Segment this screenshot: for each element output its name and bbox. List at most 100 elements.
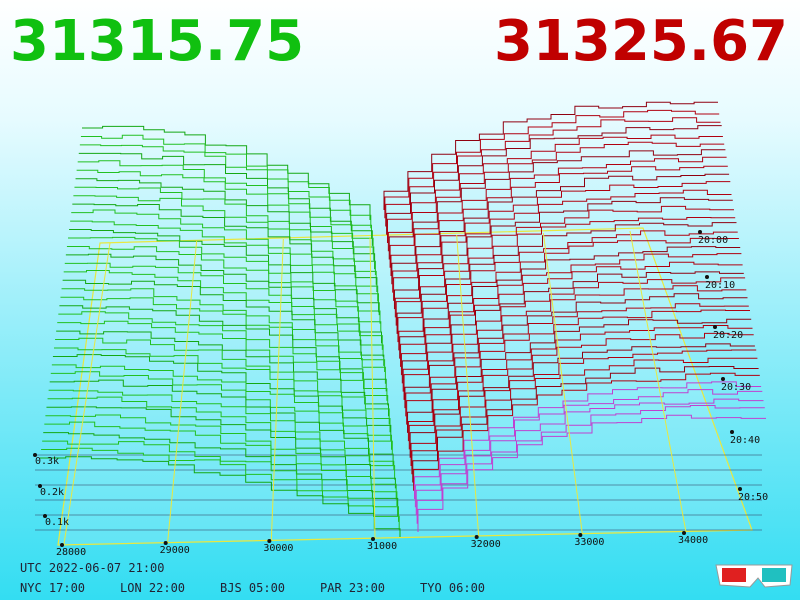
bid-line xyxy=(71,209,379,302)
price-label: 34000 xyxy=(678,535,708,546)
price-grid-line xyxy=(63,242,111,545)
ask-line xyxy=(390,165,728,277)
bid-line xyxy=(52,354,392,441)
ask-line xyxy=(386,134,723,244)
bid-line xyxy=(65,253,382,344)
ask-line xyxy=(407,325,753,442)
time-label: 20:20 xyxy=(713,330,743,341)
ask-price: 31325.67 xyxy=(494,9,788,74)
ask-line xyxy=(400,261,743,376)
depth-tick xyxy=(33,453,37,457)
bid-line xyxy=(57,320,389,406)
utc-time: UTC 2022-06-07 21:00 xyxy=(20,561,165,575)
cyan-lens xyxy=(762,568,786,582)
bid-line xyxy=(64,262,383,350)
ask-line xyxy=(394,205,734,318)
ask-line xyxy=(410,349,757,466)
axes: 28000 29000 30000 31000 32000 33000 34000 20:00… xyxy=(33,230,768,558)
depth-lines xyxy=(35,101,766,537)
depth-label: 0.1k xyxy=(45,517,69,528)
bid-line xyxy=(44,421,398,506)
ask-line xyxy=(388,149,726,260)
time-label: 20:00 xyxy=(698,235,728,246)
bid-line xyxy=(50,371,393,454)
bid-line xyxy=(62,279,385,366)
ask-line xyxy=(383,101,718,210)
time-tick xyxy=(730,430,734,434)
price-tick xyxy=(267,539,272,543)
bid-line xyxy=(60,296,386,384)
ask-line xyxy=(385,117,721,227)
bid-line xyxy=(63,270,384,357)
price-tick xyxy=(371,537,375,541)
floor xyxy=(57,227,753,546)
ask-line xyxy=(396,222,737,334)
ask-line xyxy=(416,405,765,524)
bid-line xyxy=(58,311,388,401)
bid-line xyxy=(68,236,381,324)
ask-line xyxy=(401,271,744,384)
bid-line xyxy=(76,169,375,261)
depth-label: 0.3k xyxy=(35,456,59,467)
bid-line xyxy=(46,406,396,489)
time-label: 20:40 xyxy=(730,435,760,446)
ask-line xyxy=(409,343,755,458)
price-grid-line xyxy=(369,236,376,539)
bid-line xyxy=(40,456,401,537)
ask-line xyxy=(412,366,759,483)
price-tick xyxy=(578,533,583,537)
ask-line xyxy=(414,381,762,499)
ask-line xyxy=(397,230,738,343)
bid-line xyxy=(41,447,400,531)
ask-line xyxy=(411,357,758,475)
price-tick xyxy=(474,535,479,539)
time-label: 20:50 xyxy=(738,492,768,503)
time-label: 20:30 xyxy=(721,382,751,393)
ask-line xyxy=(387,141,725,252)
bid-line xyxy=(45,414,397,500)
zone-time: BJS 05:00 xyxy=(220,581,285,595)
ask-line xyxy=(384,109,720,219)
bid-line xyxy=(51,364,392,450)
bid-line xyxy=(74,186,376,275)
price-label: 29000 xyxy=(160,545,190,556)
ask-line xyxy=(393,197,733,310)
bid-line xyxy=(69,229,380,316)
price-grid-line xyxy=(629,230,687,533)
ask-line xyxy=(393,189,732,301)
ask-line xyxy=(386,125,722,235)
bid-line xyxy=(47,396,396,480)
glasses-icon[interactable] xyxy=(715,564,793,588)
price-label: 31000 xyxy=(367,541,397,552)
price-label: 28000 xyxy=(56,547,86,558)
time-tick xyxy=(721,377,725,381)
bid-line xyxy=(61,288,386,372)
zone-time: TYO 06:00 xyxy=(420,581,485,595)
bid-line xyxy=(54,347,391,433)
bid-line xyxy=(80,134,372,229)
ask-line xyxy=(415,398,764,516)
ask-line xyxy=(389,156,727,268)
depth-label: 0.2k xyxy=(40,487,64,498)
ask-line xyxy=(413,372,760,491)
ask-line xyxy=(392,181,731,293)
price-label: 33000 xyxy=(574,537,604,548)
zone-time: PAR 23:00 xyxy=(320,581,385,595)
price-label: 30000 xyxy=(263,543,293,554)
zone-time: LON 22:00 xyxy=(120,581,185,595)
time-tick xyxy=(698,230,702,234)
time-label: 20:10 xyxy=(705,280,735,291)
red-lens xyxy=(722,568,746,582)
time-tick xyxy=(713,325,717,329)
price-grid-line xyxy=(270,238,284,541)
price-grid-line xyxy=(456,234,480,537)
bid-line xyxy=(70,220,379,313)
price-tick xyxy=(60,543,64,547)
price-tick xyxy=(682,531,686,535)
ask-line xyxy=(400,253,742,367)
ask-line xyxy=(414,389,763,508)
bid-line xyxy=(48,389,395,470)
time-tick xyxy=(738,487,742,491)
ask-line xyxy=(404,293,748,409)
